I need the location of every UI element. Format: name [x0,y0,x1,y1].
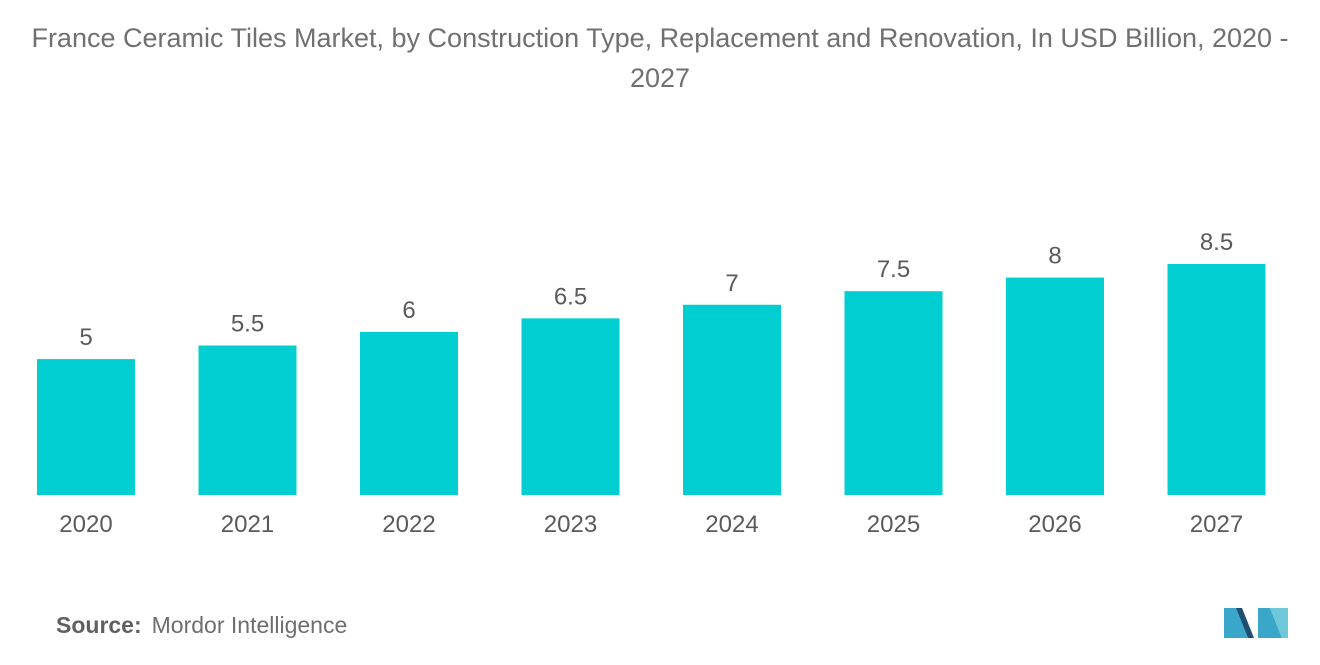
x-tick-label-2027: 2027 [1190,511,1243,538]
bar-2025 [844,291,943,495]
data-label-2022: 6 [402,297,415,324]
bar-2020 [37,359,135,495]
bar-2022 [360,331,458,495]
x-tick-label-2020: 2020 [59,511,112,538]
data-label-2023: 6.5 [554,283,587,310]
x-tick-label-2023: 2023 [544,511,597,538]
bar-2021 [198,345,297,495]
data-label-2020: 5 [79,324,92,351]
source-label: Source: [56,612,142,638]
x-tick-label-2026: 2026 [1028,511,1081,538]
data-label-2024: 7 [725,270,738,297]
source-note: Source: Mordor Intelligence [56,612,347,639]
mordor-intelligence-logo-icon [1224,608,1288,638]
source-value: Mordor Intelligence [151,612,348,638]
data-label-2021: 5.5 [231,311,264,338]
data-label-2026: 8 [1048,243,1061,270]
x-tick-label-2024: 2024 [705,511,758,538]
bar-2026 [1006,277,1104,495]
x-tick-label-2021: 2021 [221,511,274,538]
chart-title: France Ceramic Tiles Market, by Construc… [31,23,1289,93]
data-label-2025: 7.5 [877,256,910,283]
data-label-2027: 8.5 [1200,229,1233,256]
x-tick-label-2025: 2025 [867,511,920,538]
x-tick-label-2022: 2022 [382,511,435,538]
bar-2027 [1167,264,1266,495]
bar-2023 [521,318,620,495]
bar-2024 [683,304,781,495]
